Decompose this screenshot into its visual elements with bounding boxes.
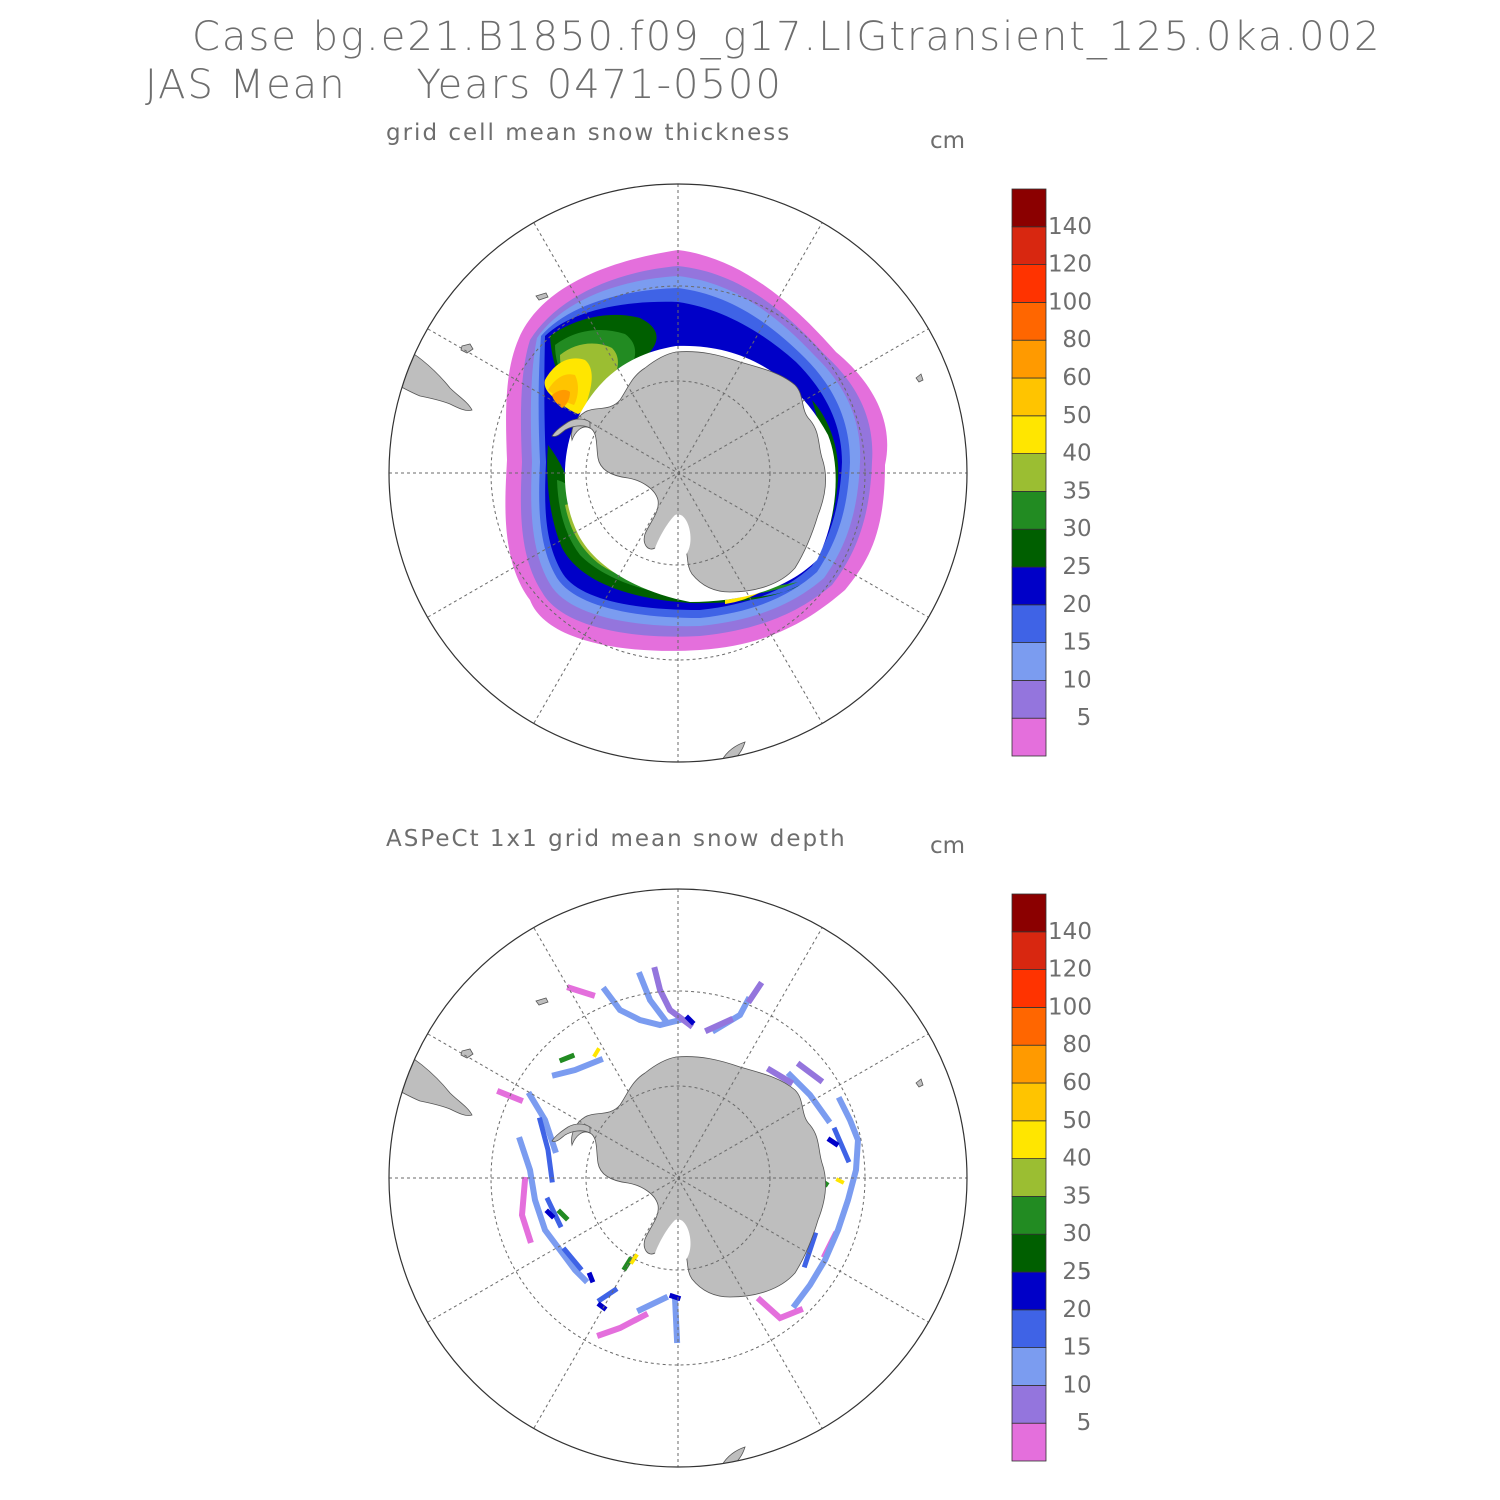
colorbar-1-label-15: 15 (1062, 630, 1091, 656)
colorbar-2-swatch-0 (1011, 1422, 1047, 1462)
colorbar-1-label-5: 5 (1077, 705, 1092, 731)
colorbar-1-swatch-6 (1011, 490, 1047, 530)
colorbar-2-swatch-1 (1011, 1385, 1047, 1424)
colorbar-2-label-20: 20 (1062, 1297, 1091, 1323)
colorbar-1-swatch-4 (1011, 566, 1047, 606)
falkland-islands (460, 343, 474, 354)
colorbar-2-swatch-8 (1011, 1120, 1047, 1160)
colorbar-1-label-40: 40 (1062, 441, 1091, 467)
colorbar-2-label-10: 10 (1062, 1372, 1091, 1398)
track-yellow (592, 1047, 845, 1265)
new-zealand (721, 741, 746, 762)
track-lightblue (516, 971, 862, 1344)
colorbar-2-swatch-10 (1011, 1044, 1047, 1084)
colorbar-1-label-80: 80 (1062, 327, 1091, 353)
colorbar-2-label-30: 30 (1062, 1221, 1091, 1247)
colorbar-2-label-60: 60 (1062, 1070, 1091, 1096)
colorbar-1-label-140: 140 (1048, 214, 1092, 240)
graticule-2 (389, 889, 967, 1467)
ross-ice-shelf-2 (655, 1219, 691, 1266)
panel-1-title: grid cell mean snow thickness (386, 120, 792, 146)
colorbar-1-label-30: 30 (1062, 516, 1091, 542)
colorbar-1-label-60: 60 (1062, 365, 1091, 391)
colorbar-2-swatch-4 (1011, 1271, 1047, 1311)
colorbar-1-swatch-11 (1011, 301, 1047, 341)
panel-1-unit: cm (930, 128, 966, 154)
antarctic-peninsula (551, 418, 591, 437)
colorbar-2-swatch-14 (1011, 893, 1047, 933)
south-georgia (535, 292, 549, 301)
colorbar-2-label-50: 50 (1062, 1108, 1091, 1134)
kerguelen-2 (915, 1078, 924, 1088)
colorbar-1-swatch-2 (1011, 642, 1047, 681)
colorbar-2-swatch-7 (1011, 1158, 1047, 1197)
period-title: JAS Mean Years 0471-0500 (145, 62, 783, 108)
colorbar-1-label-10: 10 (1062, 667, 1091, 693)
band-60-80 (552, 389, 570, 408)
colorbar-2-label-5: 5 (1077, 1410, 1092, 1436)
colorbar-1-swatch-9 (1011, 377, 1047, 417)
track-purple (651, 966, 825, 1087)
snow-thickness-map (389, 250, 924, 762)
kerguelen (915, 373, 924, 383)
colorbar-1-swatch-7 (1011, 453, 1047, 492)
graticule-1 (389, 184, 967, 762)
colorbar-1-swatch-14 (1011, 188, 1047, 228)
colorbar-2-swatch-6 (1011, 1196, 1047, 1235)
band-50-60 (548, 374, 578, 405)
colorbar-2-swatch-13 (1011, 931, 1047, 970)
falkland-islands-2 (460, 1048, 474, 1059)
colorbar-1: 5 10 15 20 25 30 35 40 50 60 80 100 120 140 (1011, 188, 1092, 757)
colorbar-2-swatch-2 (1011, 1347, 1047, 1386)
colorbar-1-label-50: 50 (1062, 403, 1091, 429)
colorbar-2-label-40: 40 (1062, 1146, 1091, 1172)
colorbar-2-label-15: 15 (1062, 1335, 1091, 1361)
colorbar-2-label-140: 140 (1048, 919, 1092, 945)
colorbar-2-label-80: 80 (1062, 1032, 1091, 1058)
colorbar-1-label-25: 25 (1062, 554, 1091, 580)
track-green (556, 1052, 830, 1272)
colorbar-2-label-35: 35 (1062, 1183, 1091, 1209)
south-america-2 (389, 1044, 473, 1116)
aspect-snow-depth-map (389, 966, 924, 1467)
map-2-border (388, 888, 968, 1468)
colorbar-1-swatch-3 (1011, 604, 1047, 643)
colorbar-2-swatch-12 (1011, 969, 1047, 1008)
colorbar-1-swatch-1 (1011, 680, 1047, 719)
colorbar-2-label-100: 100 (1048, 994, 1092, 1020)
antarctic-peninsula-2 (551, 1123, 591, 1142)
antarctica-2 (571, 1056, 826, 1298)
band-25-30-c (810, 400, 839, 565)
colorbar-2-swatch-5 (1011, 1233, 1047, 1273)
colorbar-2-label-120: 120 (1048, 957, 1092, 983)
colorbar-1-swatch-10 (1011, 339, 1047, 379)
colorbar-2-swatch-11 (1011, 1007, 1047, 1046)
case-title: Case bg.e21.B1850.f09_g17.LIGtransient_1… (192, 14, 1382, 60)
track-blue (536, 1116, 852, 1304)
colorbar-1-swatch-0 (1011, 717, 1047, 757)
colorbar-2-label-25: 25 (1062, 1259, 1091, 1285)
colorbar-1-swatch-13 (1011, 226, 1047, 266)
colorbar-1-label-120: 120 (1048, 252, 1092, 278)
period-label: JAS Mean (145, 62, 347, 108)
track-darkblue (544, 1014, 840, 1312)
panel-2-title: ASPeCt 1x1 grid mean snow depth (386, 826, 847, 852)
map-1-border (388, 183, 968, 763)
colorbar-1-label-100: 100 (1048, 289, 1092, 315)
ross-ice-shelf (655, 514, 691, 561)
south-america (389, 339, 473, 411)
colorbar-1-swatch-8 (1011, 415, 1047, 454)
new-zealand-2 (721, 1446, 746, 1467)
south-georgia-2 (535, 997, 549, 1006)
colorbar-2-swatch-9 (1011, 1082, 1047, 1122)
years-label: Years 0471-0500 (416, 62, 783, 108)
colorbar-1-swatch-12 (1011, 264, 1047, 303)
colorbar-2-swatch-3 (1011, 1309, 1047, 1349)
panel-2-unit: cm (930, 833, 966, 859)
colorbar-1-swatch-5 (1011, 528, 1047, 568)
colorbar-1-label-20: 20 (1062, 592, 1091, 618)
colorbar-1-label-35: 35 (1062, 478, 1091, 504)
colorbar-2: 5 10 15 20 25 30 35 40 50 60 80 100 120 140 (1011, 893, 1092, 1462)
